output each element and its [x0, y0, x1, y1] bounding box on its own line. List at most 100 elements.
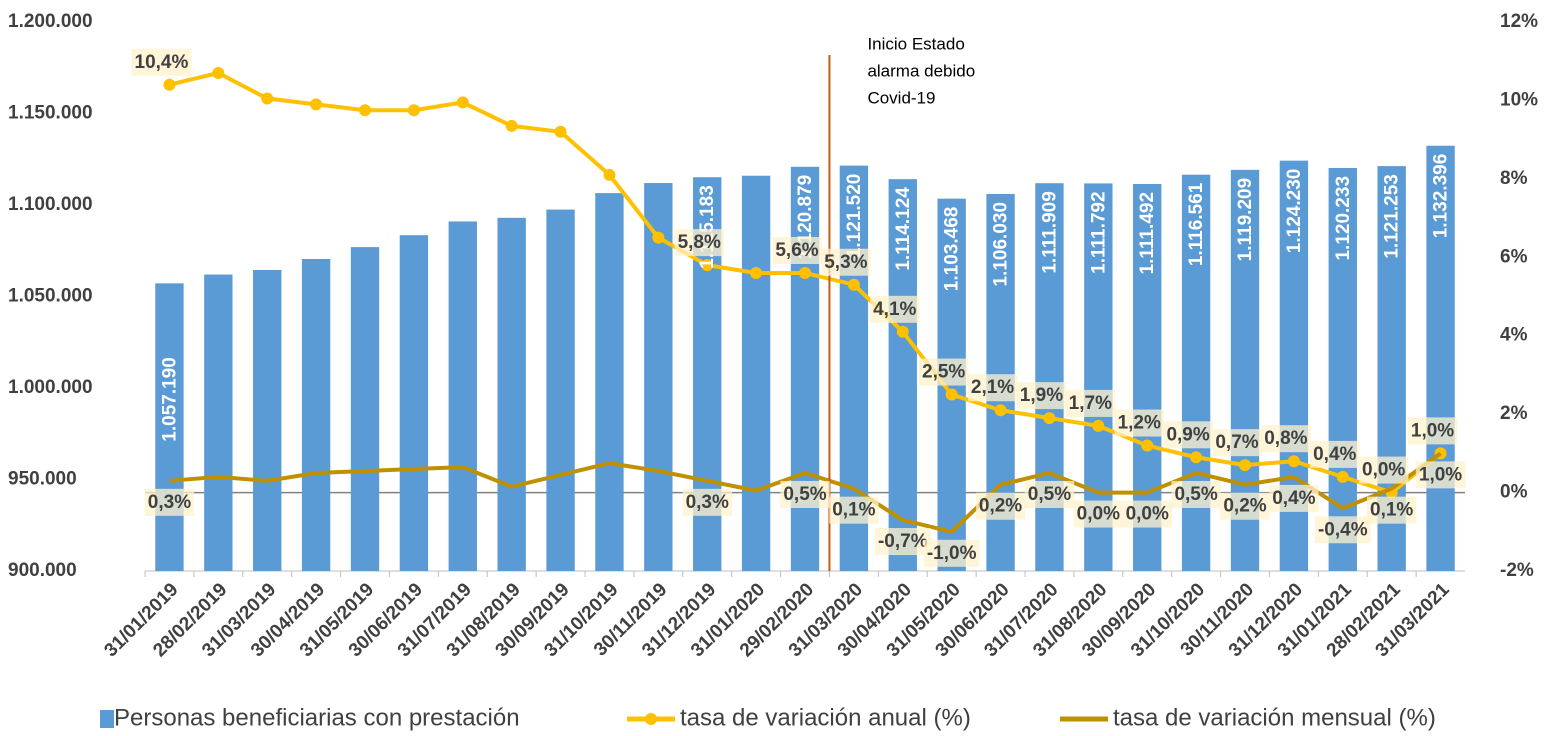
marker — [456, 96, 469, 109]
line-label: 2,1% — [971, 377, 1014, 398]
line-label-group: 0,5% — [1024, 480, 1075, 508]
line-label-group: 0,1% — [1367, 496, 1417, 524]
line-label-group: -0,4% — [1314, 516, 1371, 544]
bar — [155, 283, 184, 571]
bar-label: 1.114.124 — [893, 187, 914, 271]
line-label-group: -0,7% — [874, 528, 931, 556]
marker — [310, 98, 323, 111]
line-label-group: 4,1% — [870, 295, 920, 323]
annotation: Covid-19 — [867, 88, 935, 107]
bar — [301, 258, 331, 571]
label-box — [1220, 492, 1270, 520]
label-box — [874, 528, 931, 556]
marker — [652, 231, 665, 244]
line-label-group: 0,2% — [975, 492, 1026, 520]
label-box — [1122, 500, 1172, 528]
line-label-group: 0,8% — [1261, 425, 1311, 453]
bar-label-group: 1.106.030 — [991, 202, 1012, 287]
line-label: 0,2% — [979, 496, 1022, 517]
line-label-group: 0,2% — [1220, 492, 1270, 520]
y-tick-label: 900.000 — [8, 560, 77, 581]
line-label: 4,1% — [873, 299, 916, 320]
y2-tick-label: 2% — [1500, 403, 1528, 424]
label-box — [923, 539, 980, 567]
bar — [204, 274, 233, 571]
line-label: 0,3% — [686, 492, 729, 513]
label-box — [131, 48, 192, 76]
marker — [505, 119, 518, 132]
label-box — [674, 229, 724, 257]
bar-label-group: 1.103.468 — [942, 207, 963, 292]
bar-label-group: 1.114.124 — [893, 187, 914, 271]
annotation: Inicio Estado — [867, 34, 964, 53]
line-label: 1,0% — [1411, 420, 1454, 441]
label-box — [1212, 429, 1262, 457]
bar-label-group: 1.111.909 — [1039, 191, 1060, 273]
legend-label: tasa de variación anual (%) — [680, 704, 971, 731]
line-label: 0,0% — [1126, 504, 1169, 525]
marker — [847, 278, 860, 291]
annotation: alarma debido — [867, 61, 975, 80]
line-label: -0,7% — [878, 531, 928, 552]
bar — [448, 221, 477, 571]
bar-label: 1.111.909 — [1039, 191, 1060, 273]
label-box — [870, 295, 920, 323]
line-label-group: 1,0% — [1415, 461, 1466, 489]
line-label: 0,8% — [1264, 428, 1307, 449]
marker — [554, 125, 567, 138]
y2-tick-label: 0% — [1500, 482, 1528, 503]
bar-label-group: 1.111.492 — [1137, 192, 1158, 274]
bar-label: 1.116.561 — [1186, 182, 1207, 266]
line-label: 0,0% — [1362, 460, 1405, 481]
line-label-group: 1,2% — [1114, 409, 1164, 437]
y-tick-label: 1.200.000 — [8, 11, 93, 32]
bar-label-group: 1.116.561 — [1186, 182, 1207, 266]
label-box — [1261, 425, 1311, 453]
label-box — [1171, 480, 1221, 508]
bar-label-group: 1.057.190 — [159, 357, 180, 442]
bar — [888, 179, 917, 571]
line-label-group: 0,9% — [1163, 421, 1213, 449]
y-tick-label: 1.000.000 — [8, 377, 93, 398]
bar-label-group: 1.132.396 — [1431, 154, 1452, 239]
line-label: 0,7% — [1215, 432, 1258, 453]
label-box — [1073, 500, 1124, 528]
label-box — [1065, 389, 1116, 417]
marker — [359, 104, 371, 117]
line-label-group: 0,4% — [1310, 440, 1360, 468]
bar-label-group: 1.121.520 — [844, 174, 865, 259]
label-box — [1314, 516, 1371, 544]
line-label-group: 0,1% — [829, 496, 879, 524]
line-label: -1,0% — [927, 543, 977, 564]
line-label: 0,4% — [1272, 488, 1315, 509]
label-box — [1407, 417, 1458, 445]
marker — [1190, 451, 1203, 464]
y2-tick-label: -2% — [1500, 560, 1534, 581]
y2-tick-label: 12% — [1500, 11, 1538, 32]
line-label-group: 0,5% — [780, 480, 830, 508]
label-box — [144, 488, 195, 516]
bar — [644, 183, 673, 572]
line-label-group: 0,4% — [1269, 484, 1319, 512]
bar-label-group: 1.121.253 — [1382, 174, 1403, 259]
legend-swatch — [100, 710, 114, 728]
line-label: 0,1% — [1370, 500, 1413, 521]
marker — [1239, 459, 1251, 472]
bar-label: 1.120.233 — [1333, 176, 1354, 261]
line-label: 0,4% — [1313, 444, 1356, 465]
legend-marker — [645, 713, 657, 725]
line-label-group: 0,0% — [1122, 500, 1172, 528]
marker — [750, 266, 763, 279]
line-label: 0,2% — [1223, 496, 1266, 517]
marker — [407, 104, 420, 117]
y2-tick-label: 4% — [1500, 325, 1528, 346]
line-label-group: 5,8% — [674, 229, 724, 257]
label-box — [975, 492, 1026, 520]
bar — [253, 269, 282, 571]
marker — [1287, 455, 1300, 468]
label-box — [682, 488, 732, 516]
marker — [896, 325, 909, 338]
bar-label: 1.119.209 — [1235, 178, 1256, 261]
line-label: 1,9% — [1020, 385, 1063, 406]
